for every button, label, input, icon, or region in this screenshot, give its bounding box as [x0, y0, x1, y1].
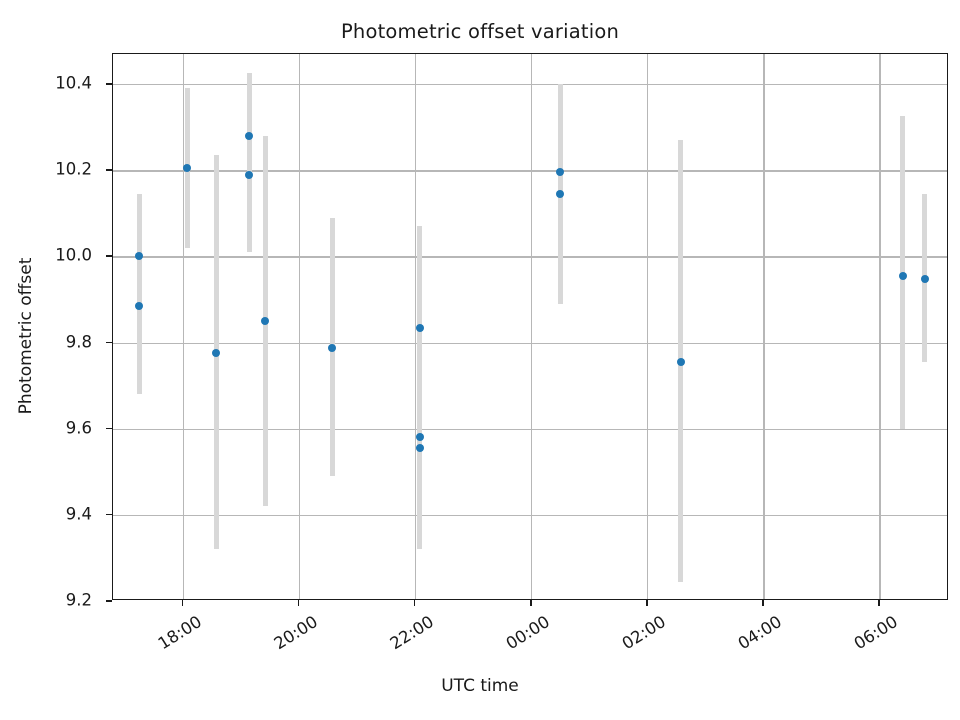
- data-point: [183, 164, 192, 173]
- y-tick-label: 10.4: [55, 73, 92, 93]
- data-point: [415, 444, 424, 453]
- y-tick-mark: [106, 169, 112, 171]
- x-tick-label: 06:00: [850, 612, 902, 654]
- plot-area: [112, 53, 948, 600]
- data-point: [245, 131, 254, 140]
- data-point: [556, 189, 565, 198]
- gridline-vertical: [298, 54, 301, 599]
- y-tick-mark: [106, 83, 112, 85]
- y-tick-label: 9.6: [65, 418, 92, 438]
- y-tick-mark: [106, 427, 112, 430]
- data-point: [135, 301, 144, 310]
- x-tick-label: 22:00: [386, 612, 437, 654]
- data-point: [676, 357, 685, 366]
- gridline-horizontal: [113, 514, 947, 517]
- data-point: [415, 433, 424, 442]
- y-tick-mark: [106, 600, 112, 602]
- y-tick-label: 10.0: [55, 245, 92, 265]
- data-point: [245, 170, 254, 179]
- x-tick-label: 20:00: [270, 612, 321, 654]
- x-axis-label: UTC time: [441, 676, 519, 696]
- gridline-horizontal: [113, 170, 947, 172]
- gridline-vertical: [879, 54, 881, 599]
- x-tick-label: 00:00: [502, 612, 554, 654]
- y-axis-label: Photometric offset: [16, 257, 36, 415]
- x-tick-label: 04:00: [734, 612, 786, 654]
- chart-title: Photometric offset variation: [340, 20, 620, 43]
- gridline-horizontal: [113, 84, 947, 86]
- x-tick-mark: [297, 600, 300, 606]
- gridline-horizontal: [113, 342, 947, 344]
- gridline-vertical: [647, 54, 649, 599]
- x-tick-mark: [413, 600, 416, 606]
- y-tick-mark: [106, 513, 112, 516]
- gridline-vertical: [182, 54, 184, 599]
- data-point: [898, 271, 907, 280]
- y-tick-label: 9.8: [65, 332, 92, 352]
- x-tick-mark: [878, 600, 880, 606]
- y-tick-label: 9.2: [65, 590, 92, 610]
- x-tick-mark: [646, 600, 648, 606]
- data-point: [135, 252, 144, 261]
- x-tick-mark: [530, 600, 532, 606]
- data-point: [212, 349, 221, 358]
- gridline-horizontal: [113, 256, 947, 258]
- data-point: [556, 168, 565, 177]
- y-tick-mark: [106, 341, 112, 344]
- gridline-horizontal: [113, 428, 947, 430]
- gridline-vertical: [531, 54, 533, 599]
- y-tick-label: 9.4: [65, 504, 92, 524]
- y-tick-mark: [106, 255, 112, 258]
- data-point: [328, 344, 337, 353]
- data-point: [415, 323, 424, 332]
- y-tick-label: 10.2: [55, 159, 92, 179]
- gridline-vertical: [414, 54, 417, 599]
- x-tick-label: 18:00: [154, 612, 205, 654]
- data-point: [261, 317, 270, 326]
- data-point: [920, 275, 929, 284]
- gridline-vertical: [763, 54, 765, 599]
- x-tick-mark: [181, 600, 184, 606]
- x-tick-mark: [762, 600, 764, 606]
- x-tick-label: 02:00: [618, 612, 670, 654]
